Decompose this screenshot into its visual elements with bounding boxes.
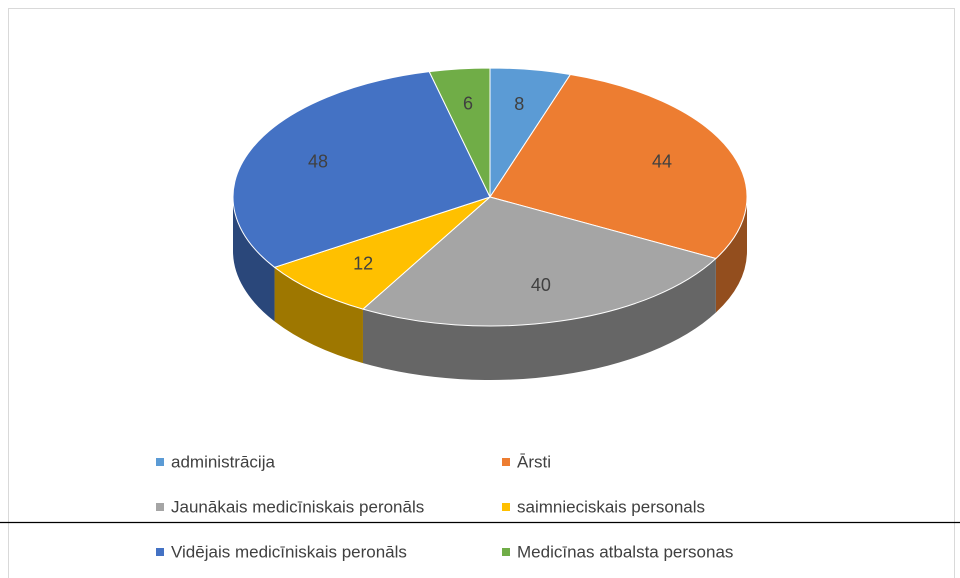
legend-label: Ārsti <box>517 452 551 471</box>
chart-border <box>8 8 955 578</box>
data-label: 44 <box>652 151 672 171</box>
slice-side <box>715 197 747 313</box>
slice <box>361 196 717 327</box>
legend-marker <box>156 458 164 466</box>
data-label: 40 <box>531 275 551 295</box>
data-label: 6 <box>463 94 473 114</box>
slice <box>428 67 491 198</box>
legend-label: Jaunākais medicīniskais peronāls <box>171 497 424 516</box>
slice <box>489 73 748 260</box>
legend-label: saimnieciskais personals <box>517 497 705 516</box>
legend-label: Medicīnas atbalsta personas <box>517 542 733 561</box>
slice-side <box>362 258 716 380</box>
pie: 8 44 40 12 48 6 <box>232 67 748 380</box>
legend-label: Vidējais medicīniskais peronāls <box>171 542 407 561</box>
data-label: 8 <box>514 94 524 114</box>
legend: administrācija Ārsti Jaunākais medicīniska… <box>156 452 733 561</box>
slice <box>273 196 491 310</box>
data-label: 48 <box>308 151 328 171</box>
legend-marker <box>502 458 510 466</box>
legend-marker <box>502 503 510 511</box>
legend-marker <box>156 548 164 556</box>
legend-marker <box>156 503 164 511</box>
legend-label: administrācija <box>171 452 275 471</box>
slice-side <box>274 267 363 364</box>
legend-marker <box>502 548 510 556</box>
data-label: 12 <box>353 253 373 273</box>
slice-side <box>233 197 275 322</box>
slice <box>232 71 491 268</box>
